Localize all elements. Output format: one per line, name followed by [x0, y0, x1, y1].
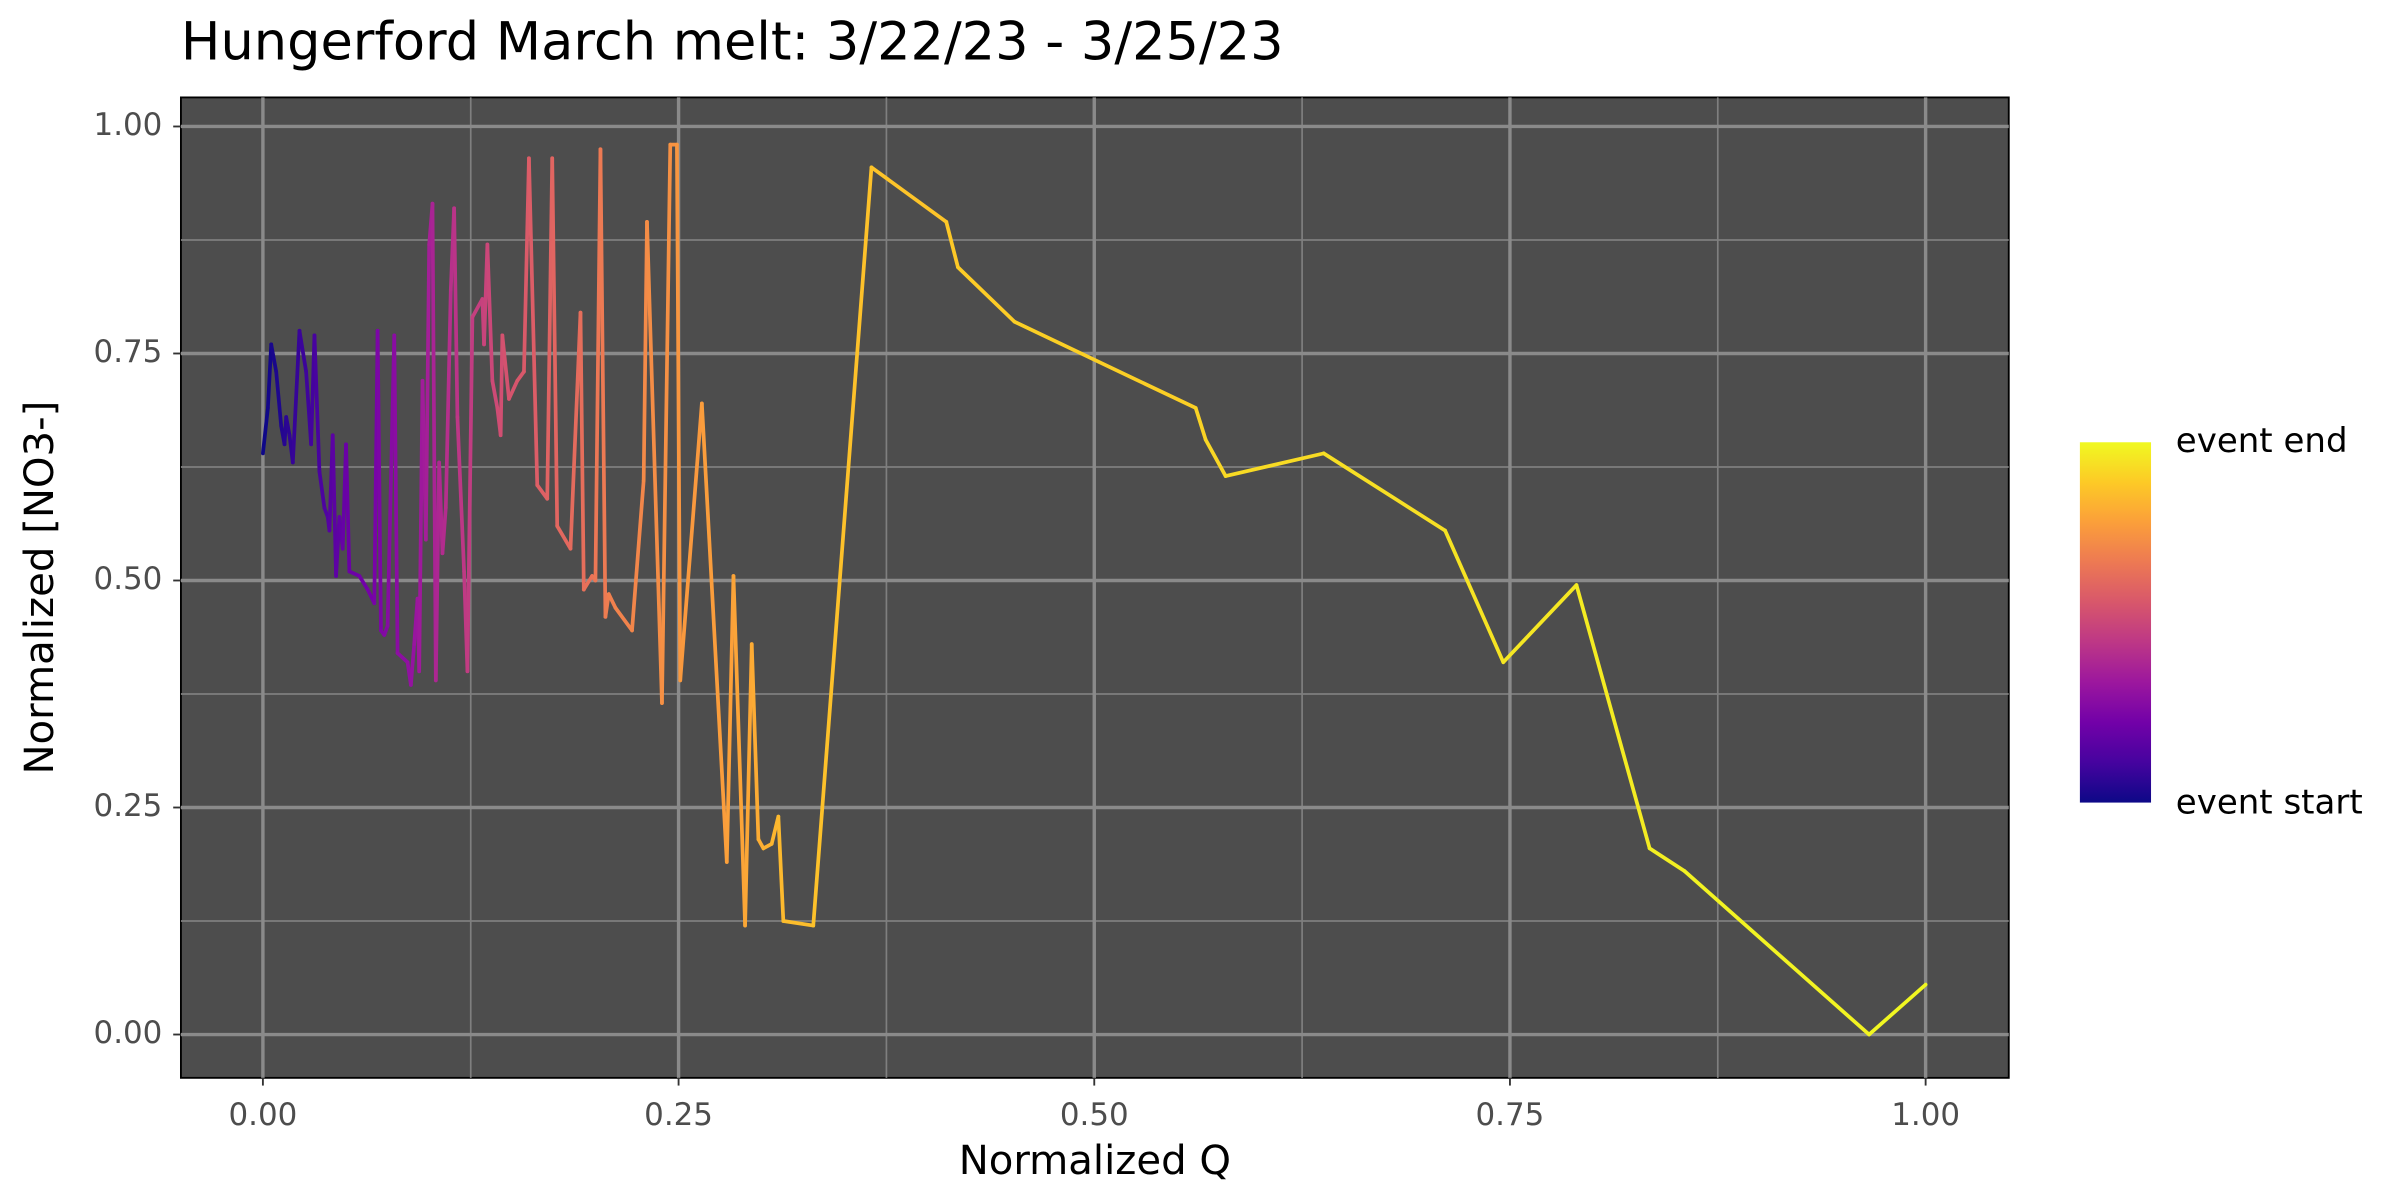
line-segment	[1223, 451, 1326, 478]
line-segment	[290, 328, 302, 465]
line-segment	[312, 333, 322, 474]
line-segment	[455, 415, 466, 574]
line-segment	[555, 524, 573, 551]
colorbar	[2079, 442, 2152, 803]
line-segment	[641, 219, 649, 483]
line-segment	[1203, 437, 1228, 478]
line-segment	[409, 642, 417, 687]
x-tick-label: 0.75	[1476, 1097, 1545, 1133]
line-segment	[568, 310, 583, 551]
line-segment	[944, 219, 960, 270]
line-segment	[433, 460, 442, 683]
line-segment	[507, 378, 520, 401]
line-segment	[357, 574, 370, 592]
line-segment	[1321, 451, 1447, 533]
x-axis-title: Normalized Q	[959, 1138, 1231, 1184]
line-segment	[330, 433, 338, 578]
line-segment	[606, 592, 618, 610]
line-segment	[527, 156, 540, 488]
line-segment	[731, 574, 747, 928]
line-segment	[423, 242, 432, 542]
line-segment	[317, 469, 327, 510]
line-segment	[660, 142, 673, 705]
x-tick-label: 0.00	[228, 1097, 297, 1133]
chart-title: Hungerford March melt: 3/22/23 - 3/25/23	[181, 11, 1284, 72]
line-segment	[1193, 406, 1208, 442]
x-tick-label: 0.50	[1060, 1097, 1129, 1133]
line-segment	[724, 574, 736, 864]
colorbar-label: event start	[2176, 783, 2363, 823]
x-tick-label: 0.25	[644, 1097, 713, 1133]
line-segment	[578, 310, 586, 592]
line-segment	[1867, 982, 1928, 1037]
line-segment	[613, 605, 634, 633]
line-segment	[603, 592, 611, 619]
y-tick-label: 0.50	[94, 561, 163, 597]
line-segment	[581, 574, 594, 592]
line-segment	[395, 651, 410, 665]
line-segment	[452, 206, 460, 419]
line-segment	[675, 142, 683, 683]
line-segment	[269, 342, 279, 374]
line-segment	[498, 333, 505, 438]
y-axis-title: Normalized [NO3-]	[17, 401, 63, 775]
line-segment	[1574, 583, 1652, 851]
line-segment	[443, 288, 453, 510]
y-tick-label: 0.00	[94, 1015, 163, 1051]
y-tick-label: 0.25	[94, 788, 163, 824]
line-segment	[700, 401, 729, 864]
line-segment	[1012, 319, 1198, 410]
line-segment	[781, 919, 816, 928]
line-segment	[630, 478, 646, 633]
line-segment	[485, 242, 495, 383]
line-segment	[515, 369, 526, 383]
y-tick-label: 1.00	[94, 107, 163, 143]
line-segment	[261, 406, 270, 456]
line-segment	[1647, 846, 1687, 873]
line-segment	[266, 342, 274, 410]
line-segment	[490, 378, 500, 410]
line-segment	[440, 506, 448, 556]
line-segment	[550, 156, 560, 528]
line-segment	[284, 415, 292, 438]
line-segment	[500, 333, 511, 401]
line-segment	[743, 642, 754, 928]
y-tick-label: 0.75	[94, 334, 163, 370]
line-segment	[1501, 583, 1579, 665]
line-segment	[465, 315, 475, 674]
line-segment	[1682, 869, 1871, 1037]
line-segment	[776, 814, 786, 923]
line-segment	[297, 328, 308, 374]
line-segment	[956, 265, 1017, 324]
line-segment	[1443, 528, 1506, 665]
line-segment	[392, 333, 400, 655]
line-segment	[749, 642, 761, 842]
line-segment	[274, 369, 284, 428]
line-segment	[645, 219, 664, 705]
line-segment	[598, 147, 608, 619]
line-segment	[678, 401, 704, 683]
line-segment	[811, 165, 874, 928]
line-segment	[869, 165, 949, 224]
x-tick-label: 1.00	[1891, 1097, 1960, 1133]
line-segment	[375, 328, 383, 633]
colorbar-label: event end	[2176, 421, 2348, 461]
line-segment	[344, 442, 352, 574]
